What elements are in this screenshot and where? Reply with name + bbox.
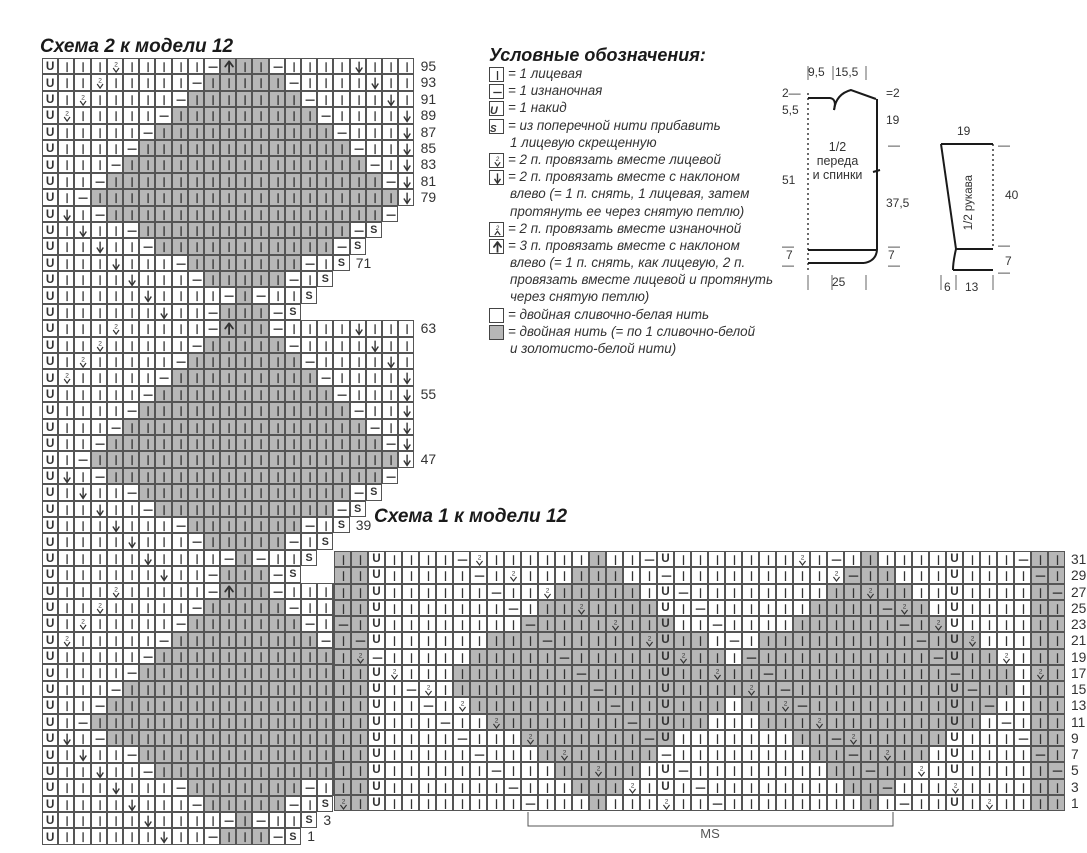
svg-text:2: 2 (342, 798, 346, 805)
svg-text:2: 2 (546, 587, 550, 594)
svg-text:2: 2 (114, 586, 118, 593)
svg-text:2: 2 (478, 554, 482, 561)
svg-text:2: 2 (971, 636, 975, 643)
svg-text:2: 2 (98, 602, 102, 609)
svg-text:2: 2 (82, 619, 86, 626)
svg-text:2: 2 (65, 635, 69, 642)
svg-text:2: 2 (580, 603, 584, 610)
svg-text:2: 2 (937, 619, 941, 626)
svg-text:2: 2 (65, 373, 69, 380)
svg-text:2: 2 (1039, 668, 1043, 675)
svg-text:2: 2 (512, 571, 516, 578)
svg-text:2: 2 (359, 652, 363, 659)
svg-text:2: 2 (750, 684, 754, 691)
svg-text:2: 2 (716, 668, 720, 675)
svg-text:2: 2 (98, 340, 102, 347)
svg-text:2: 2 (869, 587, 873, 594)
svg-text:2: 2 (903, 603, 907, 610)
svg-text:2: 2 (835, 571, 839, 578)
svg-text:2: 2 (1005, 652, 1009, 659)
svg-text:2: 2 (82, 357, 86, 364)
svg-text:2: 2 (954, 782, 958, 789)
svg-text:2: 2 (920, 766, 924, 773)
svg-text:2: 2 (461, 701, 465, 708)
svg-text:2: 2 (988, 798, 992, 805)
svg-text:2: 2 (114, 62, 118, 69)
svg-text:2: 2 (852, 733, 856, 740)
svg-text:2: 2 (784, 701, 788, 708)
svg-text:2: 2 (648, 636, 652, 643)
svg-text:2: 2 (563, 749, 567, 756)
svg-text:2: 2 (631, 782, 635, 789)
svg-text:2: 2 (98, 78, 102, 85)
svg-text:2: 2 (65, 111, 69, 118)
svg-text:2: 2 (393, 668, 397, 675)
svg-text:2: 2 (427, 684, 431, 691)
svg-text:2: 2 (665, 798, 669, 805)
svg-text:2: 2 (597, 766, 601, 773)
svg-text:2: 2 (614, 619, 618, 626)
svg-text:2: 2 (801, 554, 805, 561)
svg-text:2: 2 (529, 733, 533, 740)
svg-text:2: 2 (682, 652, 686, 659)
svg-text:2: 2 (886, 749, 890, 756)
svg-text:2: 2 (495, 717, 499, 724)
svg-text:2: 2 (82, 94, 86, 101)
svg-text:MS: MS (700, 826, 720, 841)
svg-text:2: 2 (114, 324, 118, 331)
svg-text:2: 2 (818, 717, 822, 724)
